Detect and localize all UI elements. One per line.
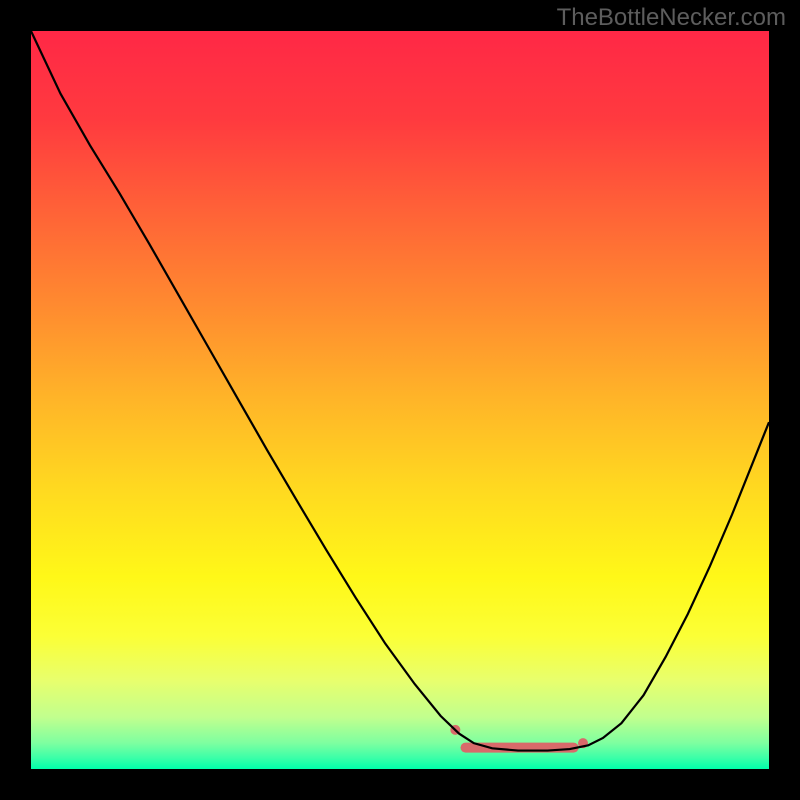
chart-curve — [31, 31, 769, 769]
watermark-text: TheBottleNecker.com — [557, 4, 786, 32]
chart-plot-area — [31, 31, 769, 769]
